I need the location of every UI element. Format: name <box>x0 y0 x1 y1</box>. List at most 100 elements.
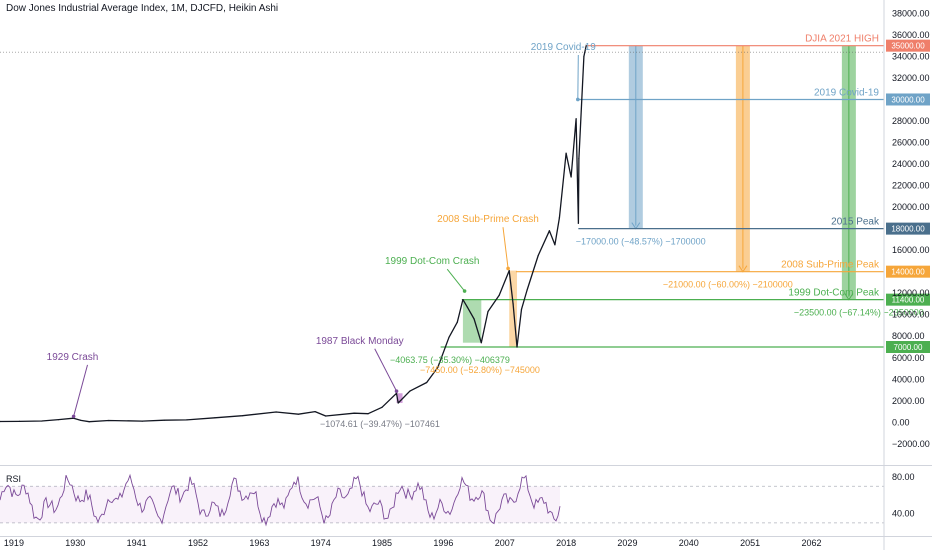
price-point-9 <box>141 420 143 422</box>
annotation-arrow-5 <box>73 364 88 417</box>
price-point-14 <box>275 411 277 413</box>
y-tick-26000-00: 26000.00 <box>892 138 930 148</box>
price-point-47 <box>578 158 580 160</box>
price-point-40 <box>548 230 550 232</box>
projection-label-1: −17000.00 (−48.57%) −1700000 <box>576 237 706 247</box>
price-point-17 <box>325 415 327 417</box>
price-point-10 <box>163 419 166 421</box>
price-point-15 <box>297 413 299 415</box>
x-tick-1996: 1996 <box>433 538 453 548</box>
price-point-32 <box>487 310 489 313</box>
price-point-27 <box>456 321 458 323</box>
annotation-tip-5 <box>71 414 76 419</box>
chart-title: Dow Jones Industrial Average Index, 1M, … <box>6 3 279 14</box>
drawdown-label-2: −7450.00 (−52.80%) −745000 <box>420 365 540 375</box>
annotation-tip-3 <box>462 289 467 293</box>
price-point-41 <box>554 244 556 246</box>
level-lines: DJIA 2021 HIGH 35000.00 2019 Covid-19 30000… <box>0 34 930 353</box>
level-label-2019-covid-19: 2019 Covid-19 <box>814 87 879 98</box>
price-point-48 <box>583 55 585 58</box>
annotation-1987-black-monday: 1987 Black Monday <box>316 336 404 347</box>
y-tick-24000-00: 24000.00 <box>892 159 930 169</box>
rsi-label: RSI <box>6 474 22 484</box>
price-badge-text-35000-00: 35000.00 <box>891 42 925 51</box>
x-tick-2029: 2029 <box>617 538 637 548</box>
drawdown-label-1: −4063.75 (−35.30%) −406379 <box>390 355 510 365</box>
price-badge-text-14000-00: 14000.00 <box>891 268 925 277</box>
x-tick-1919: 1919 <box>4 538 24 548</box>
x-tick-2062: 2062 <box>801 538 821 548</box>
x-tick-2007: 2007 <box>495 538 515 548</box>
y-tick-2000-00: 2000.00 <box>892 396 925 406</box>
drawdown-box-3 <box>396 393 403 403</box>
price-point-4 <box>57 419 60 421</box>
price-point-13 <box>242 415 244 417</box>
price-badge-35000-00 <box>886 39 930 52</box>
price-point-22 <box>397 402 399 404</box>
level-label-djia-2021-high: DJIA 2021 HIGH <box>805 34 879 45</box>
price-point-37 <box>520 308 523 310</box>
price-point-33 <box>498 294 500 296</box>
price-point-49 <box>585 45 587 47</box>
price-badge-text-18000-00: 18000.00 <box>891 225 925 234</box>
y-tick-2000-00: −2000.00 <box>892 439 930 449</box>
annotation-2008-sub-prime-crash: 2008 Sub-Prime Crash <box>437 214 539 225</box>
y-tick-22000-00: 22000.00 <box>892 181 930 191</box>
price-point-21 <box>395 392 398 394</box>
x-tick-1985: 1985 <box>372 538 392 548</box>
x-tick-1974: 1974 <box>311 538 331 548</box>
price-badge-7000-00 <box>886 341 930 353</box>
price-point-30 <box>473 318 475 320</box>
drawdown-label-3: −1074.61 (−39.47%) −107461 <box>320 419 440 429</box>
price-badge-text-11400-00: 11400.00 <box>892 296 925 305</box>
price-point-2 <box>18 420 21 422</box>
y-tick-12000-00: 12000.00 <box>892 288 930 298</box>
price-series <box>0 45 587 423</box>
drawdown-box-1 <box>462 299 482 343</box>
y-tick-6000-00: 6000.00 <box>892 353 925 363</box>
annotation-arrow-2 <box>502 227 509 269</box>
x-tick-1941: 1941 <box>127 538 147 548</box>
price-point-19 <box>367 413 369 415</box>
price-point-31 <box>480 342 482 344</box>
price-point-1 <box>0 420 1 423</box>
level-label-1999-dot-com-peak: 1999 Dot-Com Peak <box>788 288 880 299</box>
rsi-tick-80-00: 80.00 <box>892 472 915 482</box>
y-tick-32000-00: 32000.00 <box>892 73 930 83</box>
annotation-tip-1 <box>576 97 580 102</box>
price-point-8 <box>108 419 110 422</box>
price-point-29 <box>466 306 468 308</box>
price-point-20 <box>381 406 383 408</box>
price-point-11 <box>186 419 188 421</box>
x-tick-1952: 1952 <box>188 538 208 548</box>
rsi-line <box>0 473 561 527</box>
rsi-panel: 80.00 40.00 <box>0 472 915 527</box>
price-point-39 <box>537 254 539 257</box>
price-point-16 <box>314 410 316 413</box>
level-label-2015-peak: 2015 Peak <box>831 217 880 228</box>
price-point-25 <box>437 366 439 369</box>
rsi-tick-40-00: 40.00 <box>892 509 915 519</box>
level-label-2008-sub-prime-peak: 2008 Sub-Prime Peak <box>781 260 880 271</box>
y-tick-8000-00: 8000.00 <box>892 331 925 341</box>
price-point-36 <box>516 346 518 348</box>
price-point-28 <box>462 299 464 301</box>
y-tick-34000-00: 34000.00 <box>892 51 930 61</box>
price-point-45 <box>575 118 577 120</box>
price-point-34 <box>508 269 510 272</box>
x-tick-2040: 2040 <box>679 538 699 548</box>
y-tick-16000-00: 16000.00 <box>892 245 930 255</box>
price-point-44 <box>570 176 572 178</box>
annotation-tip-2 <box>506 266 510 271</box>
y-tick-10000-00: 10000.00 <box>892 310 930 320</box>
x-tick-2051: 2051 <box>740 538 760 548</box>
projection-label-3: −23500.00 (−67.14%) −2350000 <box>794 308 924 318</box>
annotation-arrow-4 <box>374 348 397 392</box>
x-tick-1930: 1930 <box>65 538 85 548</box>
price-point-43 <box>565 152 567 154</box>
price-point-7 <box>88 421 90 423</box>
price-badge-11400-00 <box>886 293 930 306</box>
annotations: −17000.00 (−48.57%) −1700000 −21000.00 (−… <box>47 42 924 429</box>
